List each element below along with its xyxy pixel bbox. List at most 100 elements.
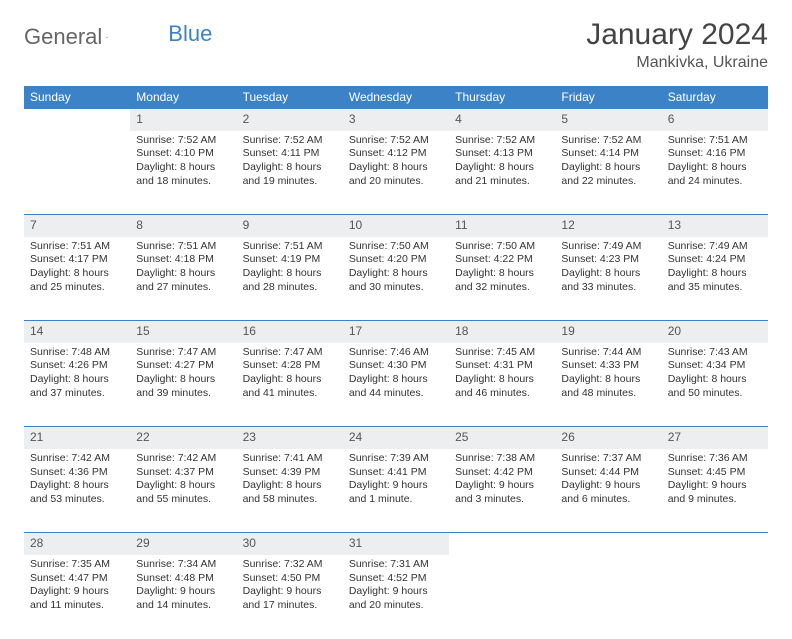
daylight-line: Daylight: 8 hours and 21 minutes. bbox=[455, 161, 534, 187]
day-number-cell: 17 bbox=[343, 321, 449, 343]
day-detail-cell: Sunrise: 7:48 AMSunset: 4:26 PMDaylight:… bbox=[24, 343, 130, 427]
day-detail-cell bbox=[449, 555, 555, 639]
sunrise-line: Sunrise: 7:51 AM bbox=[30, 240, 110, 252]
logo-text-2: Blue bbox=[168, 21, 212, 47]
sunset-line: Sunset: 4:24 PM bbox=[668, 253, 746, 265]
daylight-line: Daylight: 8 hours and 44 minutes. bbox=[349, 373, 428, 399]
daylight-line: Daylight: 8 hours and 18 minutes. bbox=[136, 161, 215, 187]
day-number-cell: 21 bbox=[24, 427, 130, 449]
sunrise-line: Sunrise: 7:38 AM bbox=[455, 452, 535, 464]
daylight-line: Daylight: 8 hours and 22 minutes. bbox=[561, 161, 640, 187]
day-number-cell: 3 bbox=[343, 109, 449, 131]
sunrise-line: Sunrise: 7:51 AM bbox=[668, 134, 748, 146]
sunset-line: Sunset: 4:10 PM bbox=[136, 147, 214, 159]
day-header: Monday bbox=[130, 86, 236, 109]
daylight-line: Daylight: 8 hours and 41 minutes. bbox=[243, 373, 322, 399]
daylight-line: Daylight: 9 hours and 11 minutes. bbox=[30, 585, 109, 611]
sunset-line: Sunset: 4:17 PM bbox=[30, 253, 108, 265]
calendar-table: Sunday Monday Tuesday Wednesday Thursday… bbox=[24, 86, 768, 639]
day-number-cell: 14 bbox=[24, 321, 130, 343]
sunset-line: Sunset: 4:34 PM bbox=[668, 359, 746, 371]
daylight-line: Daylight: 8 hours and 33 minutes. bbox=[561, 267, 640, 293]
sunrise-line: Sunrise: 7:52 AM bbox=[561, 134, 641, 146]
day-number-cell: 18 bbox=[449, 321, 555, 343]
logo-text-1: General bbox=[24, 24, 102, 50]
day-header: Sunday bbox=[24, 86, 130, 109]
day-detail-cell bbox=[662, 555, 768, 639]
day-number-cell bbox=[662, 533, 768, 555]
daylight-line: Daylight: 9 hours and 14 minutes. bbox=[136, 585, 215, 611]
week-detail-row: Sunrise: 7:51 AMSunset: 4:17 PMDaylight:… bbox=[24, 237, 768, 321]
daylight-line: Daylight: 8 hours and 24 minutes. bbox=[668, 161, 747, 187]
day-detail-cell: Sunrise: 7:37 AMSunset: 4:44 PMDaylight:… bbox=[555, 449, 661, 533]
sunrise-line: Sunrise: 7:43 AM bbox=[668, 346, 748, 358]
daylight-line: Daylight: 8 hours and 50 minutes. bbox=[668, 373, 747, 399]
sunrise-line: Sunrise: 7:51 AM bbox=[136, 240, 216, 252]
day-header: Friday bbox=[555, 86, 661, 109]
sunrise-line: Sunrise: 7:49 AM bbox=[561, 240, 641, 252]
day-detail-cell: Sunrise: 7:50 AMSunset: 4:20 PMDaylight:… bbox=[343, 237, 449, 321]
sail-icon bbox=[106, 30, 108, 44]
day-number-cell: 15 bbox=[130, 321, 236, 343]
day-detail-cell: Sunrise: 7:52 AMSunset: 4:13 PMDaylight:… bbox=[449, 131, 555, 215]
daylight-line: Daylight: 9 hours and 17 minutes. bbox=[243, 585, 322, 611]
daylight-line: Daylight: 9 hours and 9 minutes. bbox=[668, 479, 747, 505]
sunset-line: Sunset: 4:33 PM bbox=[561, 359, 639, 371]
day-number-cell: 10 bbox=[343, 215, 449, 237]
sunrise-line: Sunrise: 7:41 AM bbox=[243, 452, 323, 464]
day-number-cell: 9 bbox=[237, 215, 343, 237]
sunrise-line: Sunrise: 7:51 AM bbox=[243, 240, 323, 252]
day-number-cell: 7 bbox=[24, 215, 130, 237]
daylight-line: Daylight: 8 hours and 55 minutes. bbox=[136, 479, 215, 505]
day-number-cell: 5 bbox=[555, 109, 661, 131]
daylight-line: Daylight: 9 hours and 3 minutes. bbox=[455, 479, 534, 505]
day-detail-cell: Sunrise: 7:42 AMSunset: 4:36 PMDaylight:… bbox=[24, 449, 130, 533]
daylight-line: Daylight: 8 hours and 53 minutes. bbox=[30, 479, 109, 505]
week-detail-row: Sunrise: 7:48 AMSunset: 4:26 PMDaylight:… bbox=[24, 343, 768, 427]
day-number-cell: 23 bbox=[237, 427, 343, 449]
day-number-cell bbox=[449, 533, 555, 555]
day-number-cell bbox=[555, 533, 661, 555]
sunset-line: Sunset: 4:36 PM bbox=[30, 466, 108, 478]
week-number-row: 78910111213 bbox=[24, 215, 768, 237]
daylight-line: Daylight: 9 hours and 1 minute. bbox=[349, 479, 428, 505]
day-number-cell: 11 bbox=[449, 215, 555, 237]
sunrise-line: Sunrise: 7:44 AM bbox=[561, 346, 641, 358]
day-number-cell: 31 bbox=[343, 533, 449, 555]
sunset-line: Sunset: 4:27 PM bbox=[136, 359, 214, 371]
sunrise-line: Sunrise: 7:52 AM bbox=[455, 134, 535, 146]
day-detail-cell: Sunrise: 7:52 AMSunset: 4:10 PMDaylight:… bbox=[130, 131, 236, 215]
title-block: January 2024 Mankivka, Ukraine bbox=[586, 18, 768, 72]
sunset-line: Sunset: 4:20 PM bbox=[349, 253, 427, 265]
day-detail-cell: Sunrise: 7:36 AMSunset: 4:45 PMDaylight:… bbox=[662, 449, 768, 533]
day-detail-cell: Sunrise: 7:44 AMSunset: 4:33 PM Daylight:… bbox=[555, 343, 661, 427]
day-detail-cell: Sunrise: 7:47 AMSunset: 4:27 PMDaylight:… bbox=[130, 343, 236, 427]
day-detail-cell: Sunrise: 7:51 AMSunset: 4:17 PMDaylight:… bbox=[24, 237, 130, 321]
sunrise-line: Sunrise: 7:47 AM bbox=[243, 346, 323, 358]
day-number-cell: 22 bbox=[130, 427, 236, 449]
sunset-line: Sunset: 4:28 PM bbox=[243, 359, 321, 371]
daylight-line: Daylight: 8 hours and 48 minutes. bbox=[561, 373, 640, 399]
day-detail-cell: Sunrise: 7:46 AMSunset: 4:30 PMDaylight:… bbox=[343, 343, 449, 427]
week-number-row: 14151617181920 bbox=[24, 321, 768, 343]
day-detail-cell: Sunrise: 7:52 AMSunset: 4:12 PMDaylight:… bbox=[343, 131, 449, 215]
sunrise-line: Sunrise: 7:39 AM bbox=[349, 452, 429, 464]
day-detail-cell: Sunrise: 7:34 AMSunset: 4:48 PMDaylight:… bbox=[130, 555, 236, 639]
sunset-line: Sunset: 4:44 PM bbox=[561, 466, 639, 478]
day-detail-cell: Sunrise: 7:51 AMSunset: 4:19 PMDaylight:… bbox=[237, 237, 343, 321]
day-detail-cell: Sunrise: 7:49 AMSunset: 4:24 PMDaylight:… bbox=[662, 237, 768, 321]
sunrise-line: Sunrise: 7:32 AM bbox=[243, 558, 323, 570]
logo: General Blue bbox=[24, 24, 212, 50]
day-detail-cell: Sunrise: 7:32 AMSunset: 4:50 PMDaylight:… bbox=[237, 555, 343, 639]
sunrise-line: Sunrise: 7:36 AM bbox=[668, 452, 748, 464]
week-number-row: 28293031 bbox=[24, 533, 768, 555]
day-detail-cell: Sunrise: 7:49 AMSunset: 4:23 PMDaylight:… bbox=[555, 237, 661, 321]
sunset-line: Sunset: 4:41 PM bbox=[349, 466, 427, 478]
daylight-line: Daylight: 8 hours and 46 minutes. bbox=[455, 373, 534, 399]
sunrise-line: Sunrise: 7:35 AM bbox=[30, 558, 110, 570]
day-detail-cell bbox=[555, 555, 661, 639]
day-detail-cell: Sunrise: 7:52 AMSunset: 4:14 PMDaylight:… bbox=[555, 131, 661, 215]
sunrise-line: Sunrise: 7:31 AM bbox=[349, 558, 429, 570]
day-number-cell: 8 bbox=[130, 215, 236, 237]
sunset-line: Sunset: 4:39 PM bbox=[243, 466, 321, 478]
